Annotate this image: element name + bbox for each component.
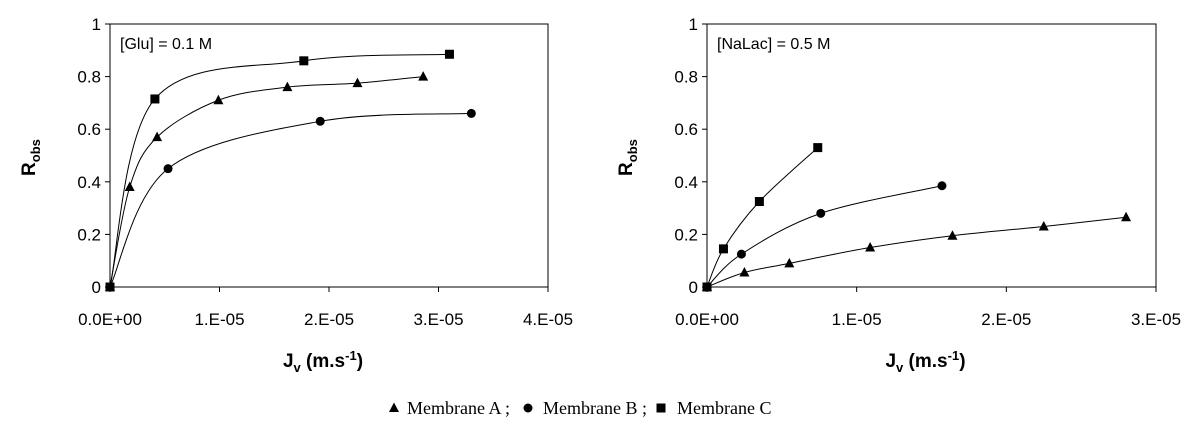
membrane-a-marker [739,267,750,277]
legend-label: Membrane B ; [543,398,647,418]
x-tick-label: 1.E-05 [194,310,244,329]
membrane-b-marker [466,108,476,118]
series-line-membrane-c [706,147,819,288]
membrane-a-marker [352,77,363,88]
membrane-a-marker [1121,211,1132,222]
membrane-c-marker [105,282,115,292]
membrane-a-marker [947,230,958,240]
legend-triangle-icon [389,402,399,412]
y-axis-title: Robs [616,139,640,176]
chart-sodium-lactate-rejection: 0 0.2 0.4 0.6 0.8 1 0.0E+00 1.E-05 2.E-05 3.E-05 [… [616,15,1181,375]
membrane-a-marker [152,131,163,142]
membrane-a-marker [418,71,429,81]
plot-area [109,23,549,288]
membrane-a-marker [282,81,293,92]
membrane-a-marker [1038,221,1049,231]
x-tick-label: 2.E-05 [981,310,1031,329]
series-line-membrane-a [109,76,424,288]
membrane-a-marker [784,257,795,268]
membrane-b-marker [937,181,947,191]
plot-area [706,23,1157,288]
membrane-a-marker [865,242,876,252]
membrane-c-marker [718,244,728,254]
membrane-c-marker [754,197,764,207]
membrane-b-marker [736,249,746,259]
x-tick-label: 4.E-05 [523,310,573,329]
membrane-b-marker [163,164,173,174]
y-tick-label: 0.2 [674,225,698,244]
membrane-c-marker [444,49,454,59]
membrane-b-marker [816,208,826,218]
x-axis-title: Jv (m.s-1) [885,348,965,375]
chart-glucose-rejection: 0 0.2 0.4 0.6 0.8 1 0.0E+00 1.E-05 2.E-05 3.E-05 4… [19,15,573,375]
y-tick-label: 0.6 [77,120,101,139]
series-line-membrane-b [109,112,472,288]
y-tick-label: 0 [92,278,101,297]
x-tick-label: 1.E-05 [832,310,882,329]
concentration-annotation: [NaLac] = 0.5 M [717,36,830,53]
y-tick-label: 1 [92,15,101,34]
x-tick-label: 0.0E+00 [675,310,739,329]
membrane-c-marker [702,282,712,292]
y-tick-label: 0 [689,278,698,297]
membrane-a-marker [213,94,224,105]
y-tick-label: 0.8 [674,68,698,87]
x-tick-label: 3.E-05 [413,310,463,329]
y-axis-title: Robs [19,139,43,176]
x-axis-title: Jv (m.s-1) [283,348,363,375]
membrane-c-marker [150,94,160,104]
series-line-membrane-a [706,216,1127,288]
y-tick-label: 0.2 [77,225,101,244]
series-line-membrane-b [706,185,943,288]
membrane-b-marker [315,116,325,126]
membrane-c-marker [299,56,309,66]
y-tick-label: 0.8 [77,68,101,87]
y-tick-label: 0.4 [77,173,101,192]
membrane-a-marker [124,181,135,192]
legend-circle-icon [523,403,533,413]
legend: Membrane A ; Membrane B ; Membrane C [389,398,771,418]
x-tick-label: 2.E-05 [304,310,354,329]
x-tick-label: 0.0E+00 [78,310,142,329]
x-tick-label: 3.E-05 [1131,310,1181,329]
legend-square-icon [656,403,666,413]
legend-label: Membrane A ; [407,398,510,418]
membrane-c-marker [813,143,823,153]
y-tick-label: 0.6 [674,120,698,139]
y-tick-label: 1 [689,15,698,34]
legend-label: Membrane C [677,398,771,418]
series-line-membrane-c [109,53,450,288]
y-tick-label: 0.4 [674,173,698,192]
concentration-annotation: [Glu] = 0.1 M [120,36,212,53]
